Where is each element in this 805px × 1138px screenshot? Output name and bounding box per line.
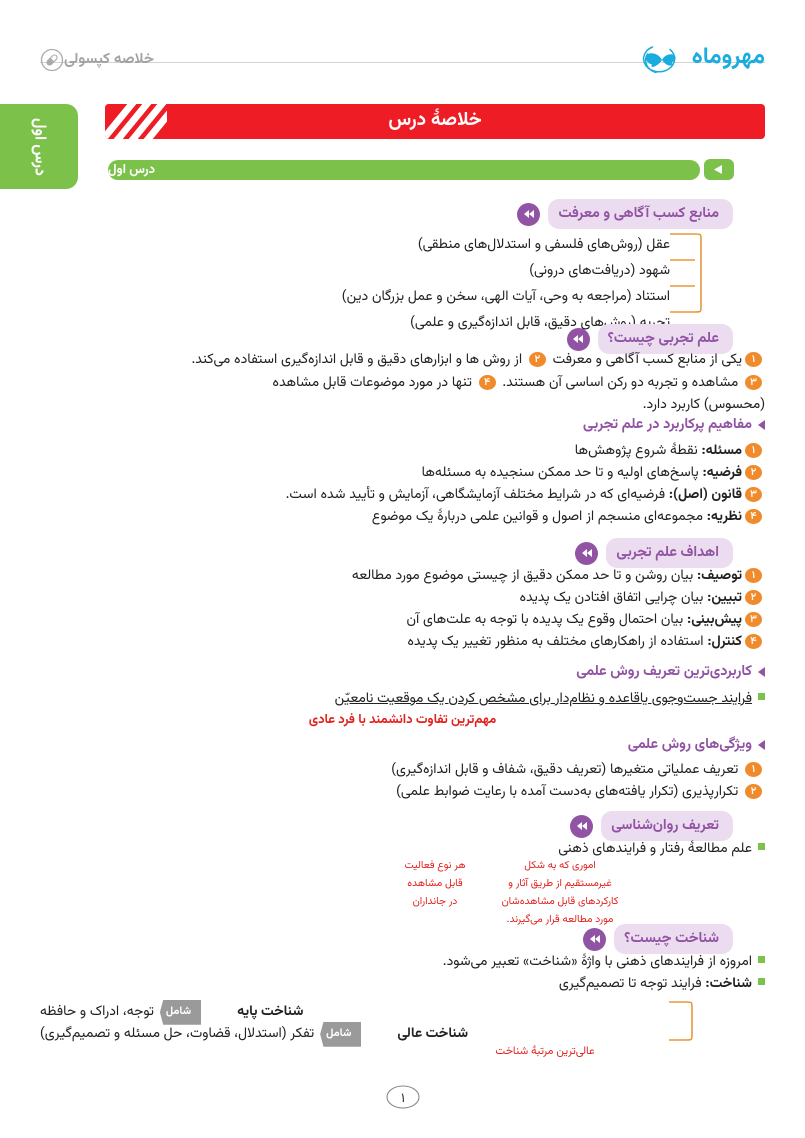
svg-text:۱: ۱ xyxy=(401,1089,405,1109)
